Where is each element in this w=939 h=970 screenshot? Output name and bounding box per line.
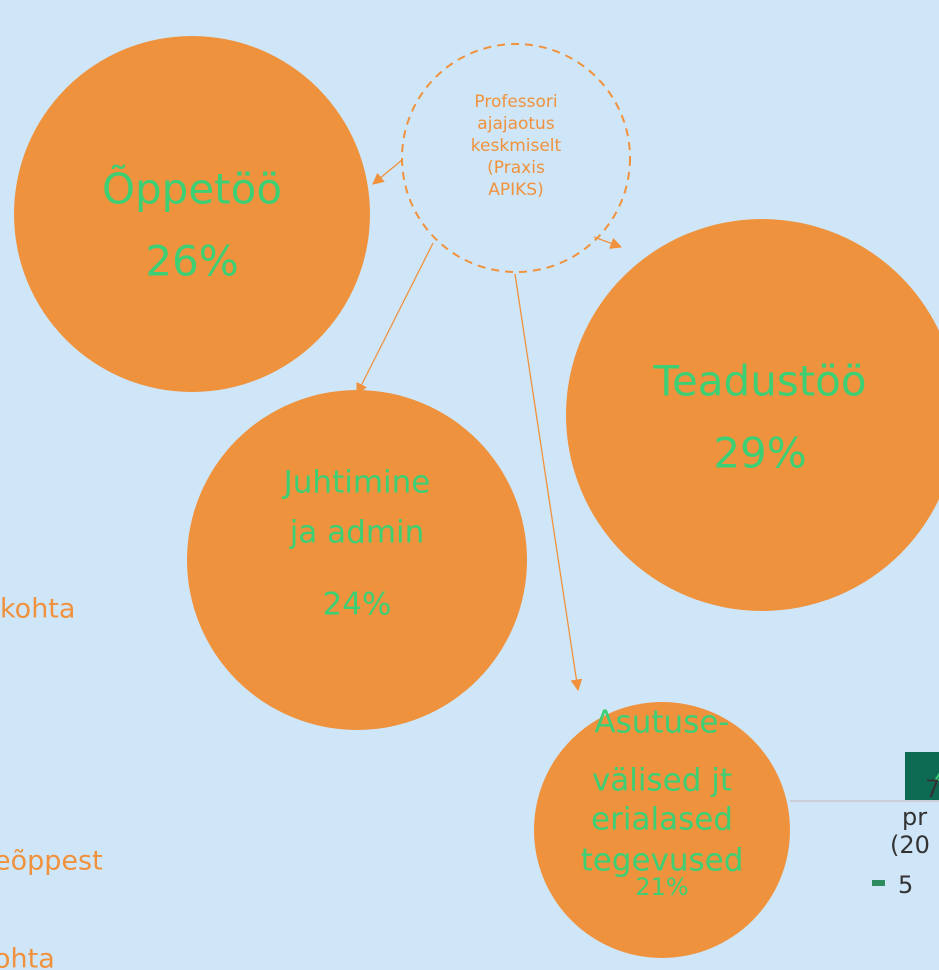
node-label: Teadustöö <box>652 357 866 406</box>
side-text: kohta <box>0 594 75 625</box>
arrows <box>356 159 623 692</box>
side-text: eõppest <box>0 846 103 877</box>
side-text: (20 <box>890 831 930 859</box>
node-label: 21% <box>635 873 688 901</box>
node-label: erialased <box>591 802 733 838</box>
node-label: 29% <box>713 429 806 478</box>
node-label: tegevused <box>581 843 744 879</box>
side-text: ohta <box>0 944 55 970</box>
node-circle <box>534 702 790 958</box>
node-circle <box>187 390 527 730</box>
node-label: 24% <box>323 587 392 623</box>
center-label: APIKS) <box>488 180 543 200</box>
node-label: 26% <box>145 237 238 286</box>
node-label: Õppetöö <box>102 164 282 214</box>
center-label: (Praxis <box>487 158 545 178</box>
center-circle <box>401 43 631 273</box>
node-label: Juhtimine <box>282 465 431 501</box>
node-label: ja admin <box>289 515 425 551</box>
stat-value: 4 <box>934 763 939 793</box>
center-label: Professori <box>474 92 557 112</box>
side-text: 7 <box>925 775 939 803</box>
center-label: ajajaotus <box>477 114 555 134</box>
node-circle <box>566 219 939 611</box>
node-circle <box>14 36 370 392</box>
legend-text: 5 <box>898 871 913 899</box>
node-label: Asutuse- <box>594 705 729 741</box>
center-label: keskmiselt <box>471 136 562 156</box>
node-label: välised jt <box>592 763 732 799</box>
side-text: pr <box>902 803 927 831</box>
stat-box <box>905 752 939 800</box>
legend-swatch <box>872 880 885 886</box>
